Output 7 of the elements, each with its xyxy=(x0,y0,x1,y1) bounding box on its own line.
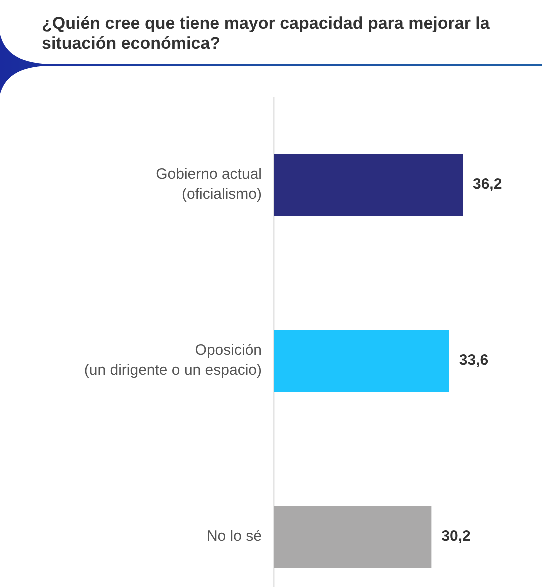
y-tick-label: No lo sé xyxy=(206,528,262,545)
y-tick-label: Oposición (un dirigente o un espacio) xyxy=(84,342,262,379)
y-tick-label: Gobierno actual (oficialismo) xyxy=(156,166,262,203)
chart-title: ¿Quién cree que tiene mayor capacidad para mejorar la situación económica? xyxy=(42,14,491,54)
data-label: 30,2 xyxy=(442,528,471,545)
data-label: 33,6 xyxy=(459,352,489,369)
data-label: 36,2 xyxy=(473,176,502,193)
